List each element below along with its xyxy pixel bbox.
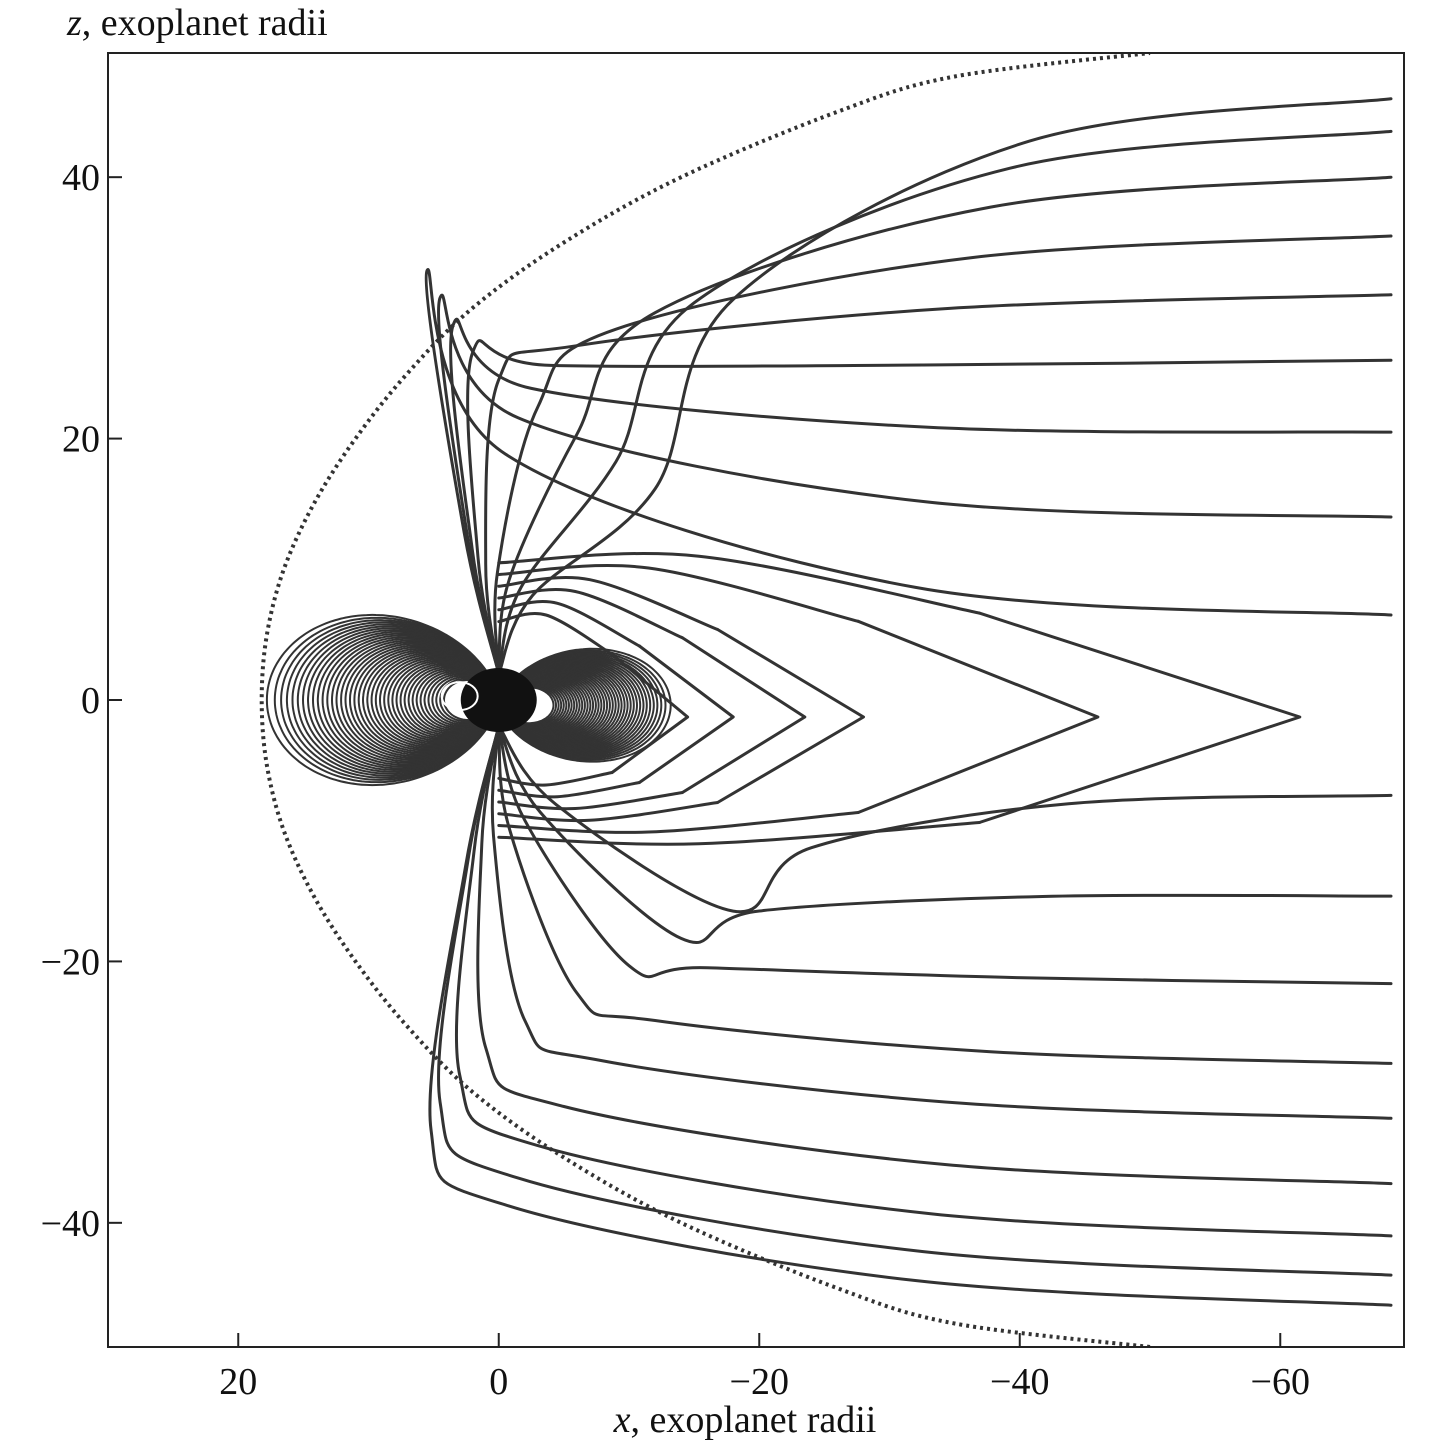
tail-loop-nose: [680, 636, 807, 794]
north-lobe-field-line: [424, 268, 1393, 676]
axis-ticks: [108, 176, 1282, 1347]
inner-loop-highlight: [440, 681, 479, 712]
south-lobe-field-line: [454, 724, 1393, 1238]
south-lobe-field-line: [490, 724, 1393, 1120]
tail-loop-upper: [497, 576, 720, 631]
north-lobe-field-line: [466, 339, 1393, 676]
north-lobe-field-line: [497, 175, 1393, 676]
y-axis-title: z, exoplanet radii: [66, 2, 328, 44]
x-axis-title: x, exoplanet radii: [613, 1399, 877, 1441]
y-tick-label: 20: [62, 419, 100, 461]
south-lobe-field-line: [428, 724, 1393, 1307]
plot-area: [259, 53, 1393, 1347]
tail-loop-nose: [716, 628, 865, 804]
planet-core-dense-lines: [460, 668, 537, 732]
south-lobe-field-line: [497, 724, 1393, 986]
south-lobe-field-line: [497, 724, 1393, 1065]
x-tick-label: 20: [219, 1361, 257, 1403]
y-axis-unit: , exoplanet radii: [82, 2, 328, 44]
tail-loop-upper: [497, 552, 981, 615]
north-lobe-field-line: [497, 129, 1393, 676]
tail-loop-nose: [610, 652, 690, 774]
south-lobe-field-line: [497, 724, 1393, 914]
x-tick-label: −60: [1251, 1361, 1310, 1403]
tick-labels: 20 0 −20 −40 −60 40 20 0 −20 −40: [41, 157, 1310, 1403]
north-lobe-field-line: [449, 317, 1393, 676]
x-axis-variable: x: [613, 1399, 631, 1441]
tail-loop-nose: [977, 611, 1302, 824]
y-axis-variable: z: [66, 2, 82, 44]
north-lobe-field-line: [484, 293, 1393, 676]
y-tick-label: −20: [41, 941, 100, 983]
tail-loop-lower: [497, 821, 981, 846]
x-tick-label: −40: [990, 1361, 1049, 1403]
x-axis-unit: , exoplanet radii: [631, 1399, 877, 1441]
north-lobe-field-line: [493, 234, 1393, 676]
x-tick-label: −20: [730, 1361, 789, 1403]
y-tick-label: 40: [62, 157, 100, 199]
south-lobe-field-line: [476, 724, 1393, 1186]
tail-loop-lower: [497, 811, 860, 834]
y-tick-label: −40: [41, 1203, 100, 1245]
south-lobe-field-line: [497, 724, 1393, 945]
y-tick-label: 0: [81, 680, 100, 722]
magnetopause-boundary: [259, 53, 1151, 1347]
tail-loop-nose: [856, 619, 1100, 814]
tail-loop-upper: [497, 564, 860, 623]
x-tick-label: 0: [489, 1361, 508, 1403]
tail-loop-nose: [637, 644, 735, 784]
north-lobe-field-line: [437, 293, 1393, 676]
